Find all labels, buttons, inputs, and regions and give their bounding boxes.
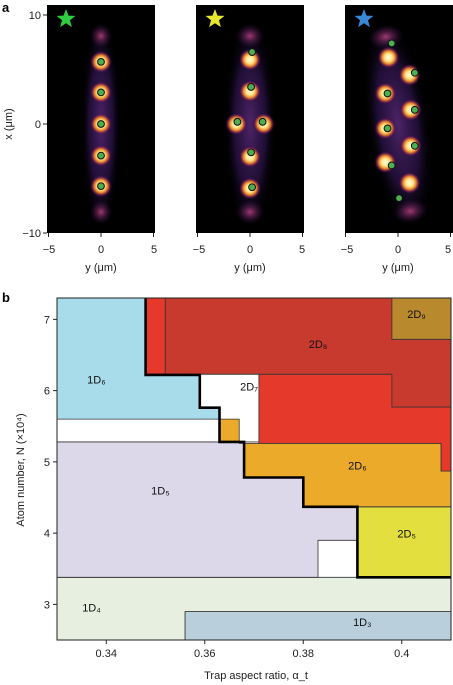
panel-a-x-axis-label: y (μm) [234, 262, 265, 274]
trap-site [239, 145, 261, 168]
region-label: 2D₇ [240, 382, 258, 394]
y-tick-label: 7 [44, 314, 50, 326]
atom-marker [383, 89, 392, 98]
trap-image [345, 5, 453, 233]
atom-marker [97, 88, 105, 97]
atom-marker [258, 117, 267, 126]
trap-site [399, 98, 422, 121]
atom-marker [383, 124, 392, 133]
panel-a-x-tick: −5 [341, 244, 354, 256]
y-tick-label: 6 [44, 386, 50, 398]
region-label: 1D₃ [353, 617, 372, 629]
atom-marker [247, 83, 255, 91]
panel-a-x-axis-label: y (μm) [382, 262, 413, 274]
atom-marker [233, 117, 242, 126]
star-icon [205, 9, 225, 28]
atom-marker [248, 48, 257, 56]
x-tick-label: 0.34 [96, 648, 117, 660]
x-tick-label: 0.4 [394, 648, 409, 660]
trap-lobe [235, 24, 265, 48]
panel-a-x-axes: −5 0 5 y (μm) −5 0 5 y (μm) −5 0 5 y (μm… [43, 244, 451, 274]
atom-marker [410, 68, 419, 77]
trap-haze [224, 16, 276, 232]
panel-a-x-tick: −5 [193, 244, 206, 256]
region-label: 2D₉ [407, 309, 425, 321]
y-tick-label: 3 [44, 599, 50, 611]
x-tick-label: 0.36 [194, 648, 215, 660]
region-label: 1D₆ [87, 375, 106, 387]
atom-marker [410, 105, 419, 114]
panel-a-y-tick: −10 [22, 228, 41, 240]
region-label: 2D₆ [348, 461, 367, 473]
atom-marker [97, 120, 105, 128]
phase-region [184, 611, 452, 641]
trap-site [239, 48, 261, 71]
plot-frame [56, 297, 452, 641]
trap-site [398, 171, 421, 194]
trap-site [399, 134, 422, 157]
trap-site [377, 46, 400, 69]
region-label: 1D₄ [82, 603, 101, 615]
y-tick-label: 4 [44, 528, 50, 540]
panel-a-x-tick: 0 [98, 244, 104, 256]
trap-image [47, 5, 155, 233]
phase-region [356, 506, 452, 578]
y-tick-label: 5 [44, 457, 50, 469]
atom-marker [97, 151, 105, 160]
panel-a-x-tick: −5 [43, 244, 56, 256]
panel-a-x-axis-label: y (μm) [85, 262, 116, 274]
panel-a-x-tick: 5 [151, 244, 157, 256]
panel-a-y-tick: 10 [29, 10, 41, 22]
atom-marker [248, 183, 257, 192]
region-label: 2D₅ [397, 528, 416, 540]
panel-a-label: a [2, 0, 10, 15]
panel-a-images [47, 5, 453, 237]
trap-lobe [90, 200, 112, 224]
trap-image [196, 5, 304, 233]
atom-marker [387, 161, 396, 170]
panel-a-x-tick: 0 [247, 244, 253, 256]
panel-b-x-axis-label: Trap aspect ratio, α_t [204, 670, 308, 682]
atom-marker [97, 57, 105, 66]
trap-lobe [235, 200, 265, 224]
trap-site [239, 80, 261, 103]
atom-marker [97, 182, 105, 191]
panel-b-y-axis-label: Atom number, N (×10⁴) [15, 413, 27, 526]
panel-a-y-axis-label: x (μm) [3, 108, 15, 139]
panel-a-x-tick: 5 [445, 244, 451, 256]
atom-marker [247, 148, 255, 157]
x-tick-label: 0.38 [293, 648, 314, 660]
trap-lobe [392, 199, 428, 224]
region-label: 2D₈ [309, 339, 328, 351]
panel-a-y-tick: 0 [35, 119, 41, 131]
atom-marker [410, 141, 419, 150]
atom-marker [395, 194, 403, 203]
star-icon [354, 9, 374, 28]
star-icon [56, 9, 76, 28]
phase-diagram: 1D₃ 1D₄ 1D₅ 1D₆ 2D₅ 2D₆ 2D₇ 2D₈ 2D₉ 3 4 5 6 7 0.34 0.36… [44, 297, 452, 660]
region-label: 1D₅ [151, 486, 170, 498]
panel-a-x-tick: 0 [395, 244, 401, 256]
panel-b-label: b [2, 290, 10, 305]
panel-a-x-tick: 5 [299, 244, 305, 256]
phase-boundary [144, 298, 451, 579]
atom-marker [387, 39, 396, 48]
trap-lobe [90, 24, 112, 48]
